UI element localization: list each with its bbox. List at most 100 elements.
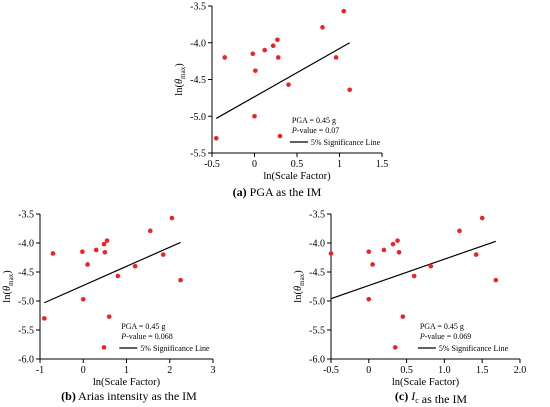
data-point (80, 249, 85, 254)
data-point (286, 82, 291, 87)
data-point (473, 252, 479, 257)
data-point (390, 241, 396, 247)
data-point (392, 345, 398, 350)
panel-caption: (b) Arias intensity as the IM (61, 389, 197, 403)
x-tick-label: 0.5 (291, 159, 304, 170)
data-point (147, 228, 153, 234)
data-point (400, 314, 406, 319)
data-point (347, 87, 353, 93)
data-point (366, 249, 372, 254)
data-point (132, 263, 138, 269)
data-point (160, 252, 166, 257)
significance-line (215, 42, 350, 119)
x-tick-label: 0.5 (400, 365, 413, 376)
data-point (50, 251, 56, 256)
data-point (262, 47, 268, 53)
data-point (102, 249, 108, 255)
y-tick-label: -6.0 (309, 355, 325, 366)
data-point (253, 68, 258, 73)
x-tick-label: 1.0 (438, 365, 451, 376)
y-tick-label: -5.5 (309, 326, 325, 337)
annotation-p-value: P-value = 0.07 (291, 126, 339, 135)
data-point (381, 247, 387, 253)
data-point (213, 136, 219, 141)
chart-panel-b: -3.5 -4.0 -4.5 -5.0 -5.5 -6.0-1 0 1 2 3 ln(Scale F… (2, 210, 216, 404)
x-tick-label: 1 (124, 365, 129, 376)
y-tick-label: -4.0 (309, 239, 325, 250)
data-point (428, 263, 434, 269)
x-tick-label: 2.0 (514, 365, 527, 376)
data-point (101, 345, 107, 350)
y-tick-label: -4.0 (190, 38, 206, 49)
data-point (328, 251, 334, 256)
x-tick-label: 0 (81, 365, 86, 376)
annotation-pga: PGA = 0.45 g (121, 322, 165, 331)
data-point (115, 273, 121, 279)
panel-caption: (a) PGA as the IM (233, 185, 322, 199)
data-point (85, 262, 90, 267)
data-point (457, 228, 462, 234)
data-point (169, 215, 175, 221)
data-point (104, 238, 110, 243)
y-axis-label: ln(θmax) (293, 270, 306, 303)
annotation-pga: PGA = 0.45 g (292, 116, 336, 125)
annotation-p-value: P-value = 0.069 (419, 332, 471, 341)
y-tick-label: -5.5 (18, 326, 34, 337)
y-tick-label: -3.5 (309, 210, 325, 221)
data-point (252, 113, 257, 119)
x-axis-label: ln(Scale Factor) (263, 171, 331, 182)
legend-label: 5% Significance Line (439, 344, 509, 353)
x-tick-label: -1 (36, 365, 44, 376)
data-point (270, 43, 276, 48)
data-point (80, 296, 86, 302)
data-point (493, 277, 499, 283)
x-axis-label: ln(Scale Factor) (93, 377, 161, 388)
data-point (395, 238, 400, 243)
y-tick-label: -3.5 (18, 210, 34, 221)
y-tick-label: -3.5 (190, 2, 206, 13)
data-point (275, 37, 280, 43)
y-tick-label: -5.0 (18, 297, 34, 308)
x-tick-label: -0.5 (204, 159, 220, 170)
data-point (411, 273, 417, 279)
chart-panel-c: -3.5 -4.0 -4.5 -5.0 -5.5 -6.0-0.5 0 0.5 1.0 1.5 2.… (293, 210, 526, 407)
x-tick-label: 1.5 (376, 159, 389, 170)
legend-label: 5% Significance Line (140, 344, 210, 353)
data-point (178, 277, 183, 283)
panel-caption: (c) Ic as the IM (395, 389, 468, 406)
y-tick-label: -4.5 (190, 75, 206, 86)
y-axis-label: ln(θmax) (174, 63, 187, 96)
x-tick-label: -0.5 (323, 365, 339, 376)
x-axis-label: ln(Scale Factor) (392, 377, 460, 388)
x-tick-label: 0 (252, 159, 257, 170)
data-point (366, 296, 372, 302)
data-point (277, 133, 283, 139)
data-point (276, 55, 281, 60)
data-point (320, 25, 325, 30)
data-point (250, 51, 256, 57)
y-tick-label: -4.0 (18, 239, 34, 250)
data-point (479, 215, 485, 221)
data-point (396, 249, 402, 255)
significance-line (330, 240, 497, 300)
chart-panel-a: -3.5 -4.0 -4.5 -5.0 -5.5-0.5 0 0.5 1 1.5 ln(Scale… (174, 2, 388, 200)
y-tick-label: -6.0 (18, 355, 34, 366)
y-tick-label: -5.5 (190, 149, 206, 160)
y-tick-label: -5.0 (309, 297, 325, 308)
data-point (106, 314, 112, 319)
data-point (93, 247, 99, 253)
x-tick-label: 1 (337, 159, 342, 170)
data-point (333, 55, 339, 60)
x-tick-label: 1.5 (476, 365, 489, 376)
data-point (42, 316, 47, 321)
data-point (101, 241, 107, 247)
annotation-pga: PGA = 0.45 g (420, 322, 464, 331)
x-tick-label: 2 (167, 365, 172, 376)
y-tick-label: -4.5 (18, 268, 34, 279)
legend-label: 5% Significance Line (311, 138, 381, 147)
data-point (222, 55, 228, 60)
data-point (370, 262, 375, 267)
y-tick-label: -5.0 (190, 112, 206, 123)
y-tick-label: -4.5 (309, 268, 325, 279)
